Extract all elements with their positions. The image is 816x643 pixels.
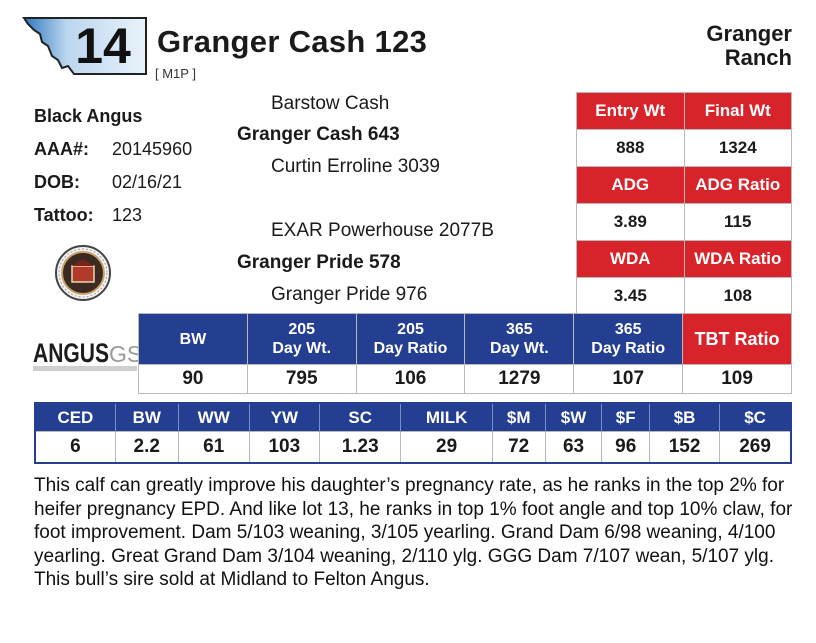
epd-header-w: $W [545, 403, 603, 432]
dob-row: DOB: 02/16/21 [34, 172, 182, 193]
ranch-name: Granger Ranch [706, 22, 792, 70]
angus-gs-logo: ANGUS GS [33, 338, 140, 371]
weights-header-line: 365 [614, 321, 642, 338]
pedigree-dam: Granger Pride 578 [237, 252, 401, 273]
weights-header-205-ratio: 205 Day Ratio [355, 313, 466, 365]
weights-header-365-ratio: 365 Day Ratio [573, 313, 684, 365]
lot-description: This calf can greatly improve his daught… [34, 475, 793, 590]
lot-number: 14 [75, 18, 131, 74]
weights-header-line: 205 [397, 321, 424, 338]
weights-header-line: 365 [506, 321, 533, 338]
pedigree-sire: Granger Cash 643 [237, 124, 400, 145]
pedigree-sire-dam: Curtin Erroline 3039 [271, 156, 440, 177]
animal-name: Granger Cash 123 [157, 24, 428, 59]
epd-header-f: $F [601, 403, 650, 432]
epd-value-sc: 1.23 [318, 431, 402, 464]
aaa-number-row: AAA#: 20145960 [34, 139, 192, 160]
final-wt-header: Final Wt [683, 92, 792, 130]
weights-header-line: Day Ratio [591, 340, 666, 357]
epd-value-b: 152 [648, 431, 721, 464]
weights-header-tbt-ratio: TBT Ratio [682, 313, 792, 365]
weights-value-bw: 90 [138, 364, 248, 394]
epd-table: CED BW WW YW SC MILK $M $W $F $B $C 6 2.… [34, 402, 792, 464]
weights-header-205-wt: 205 Day Wt. [246, 313, 357, 365]
epd-header-ww: WW [178, 403, 250, 432]
weights-header-line: Day Wt. [490, 340, 549, 357]
performance-table: Entry Wt Final Wt 888 1324 ADG ADG Ratio… [576, 92, 792, 315]
adg-header: ADG [576, 166, 685, 204]
final-wt-value: 1324 [683, 129, 792, 167]
weights-header-365-wt: 365 Day Wt. [464, 313, 575, 365]
wda-ratio-header: WDA Ratio [683, 240, 792, 278]
weights-header-line: Day Wt. [272, 340, 332, 357]
logo-suffix: GS [109, 341, 140, 367]
adg-ratio-value: 115 [683, 203, 792, 241]
epd-value-ww: 61 [177, 431, 250, 464]
wda-ratio-value: 108 [683, 277, 792, 315]
logo-text: ANGUS [33, 338, 109, 368]
weights-header-line: Day Ratio [373, 340, 448, 357]
epd-value-yw: 103 [248, 431, 320, 464]
weights-header-bw: BW [138, 313, 248, 365]
ranch-name-line1: Granger [706, 21, 792, 46]
entry-wt-header: Entry Wt [576, 92, 685, 130]
epd-value-c: 269 [719, 431, 792, 464]
epd-value-milk: 29 [400, 431, 493, 464]
epd-header-m: $M [492, 403, 546, 432]
epd-header-ced: CED [35, 403, 116, 432]
weights-header-line: 205 [288, 321, 316, 338]
epd-value-bw: 2.2 [114, 431, 179, 464]
tattoo-label: Tattoo: [34, 205, 94, 225]
tattoo-row: Tattoo: 123 [34, 205, 142, 226]
lot-badge-montana-shape [22, 17, 147, 75]
adg-ratio-header: ADG Ratio [683, 166, 792, 204]
weights-value-tbt-ratio: 109 [682, 364, 792, 394]
weights-value-205-ratio: 106 [355, 364, 466, 394]
weights-header-line: TBT Ratio [694, 328, 780, 349]
pedigree-dam-sire: EXAR Powerhouse 2077B [271, 220, 494, 241]
wda-value: 3.45 [576, 277, 685, 315]
epd-value-w: 63 [544, 431, 603, 464]
seal-icon [55, 245, 111, 301]
tattoo-value: 123 [112, 205, 143, 225]
adg-value: 3.89 [576, 203, 685, 241]
animal-code: [ M1P ] [155, 66, 196, 81]
weights-table: BW 205 Day Wt. 205 Day Ratio 365 Day Wt.… [138, 313, 792, 394]
epd-header-bw: BW [115, 403, 179, 432]
epd-value-f: 96 [601, 431, 650, 464]
aaa-label: AAA#: [34, 139, 90, 159]
epd-header-b: $B [649, 403, 721, 432]
aaa-value: 20145960 [112, 139, 193, 159]
weights-value-365-ratio: 107 [573, 364, 684, 394]
epd-value-ced: 6 [34, 431, 116, 464]
epd-header-c: $C [719, 403, 791, 432]
epd-value-m: 72 [491, 431, 546, 464]
dob-label: DOB: [34, 172, 80, 192]
epd-header-milk: MILK [400, 403, 493, 432]
dob-value: 02/16/21 [112, 172, 183, 192]
epd-header-yw: YW [249, 403, 320, 432]
wda-header: WDA [576, 240, 685, 278]
entry-wt-value: 888 [576, 129, 685, 167]
ranch-name-line2: Ranch [724, 45, 792, 70]
epd-header-sc: SC [319, 403, 402, 432]
breed: Black Angus [34, 106, 143, 126]
weights-value-365-wt: 1279 [464, 364, 575, 394]
weights-value-205-wt: 795 [246, 364, 357, 394]
pedigree-dam-dam: Granger Pride 976 [271, 284, 428, 305]
pedigree-sire-sire: Barstow Cash [271, 93, 390, 114]
weights-header-line: BW [179, 330, 207, 348]
